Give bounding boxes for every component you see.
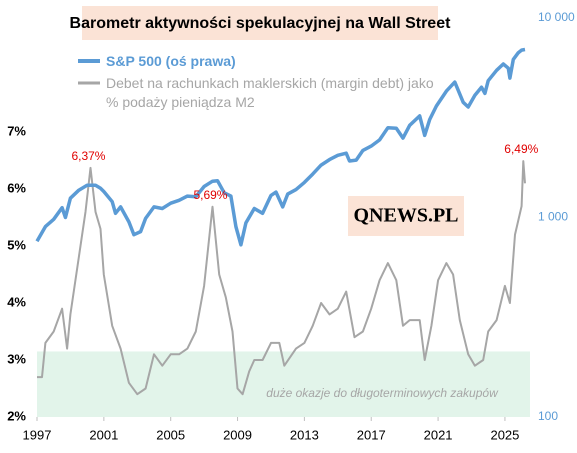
x-tick-label: 2017 [357, 427, 386, 442]
band-label: duże okazje do długoterminowych zakupów [266, 386, 499, 400]
y-tick-label: 3% [7, 351, 26, 366]
watermark: QNEWS.PL [353, 205, 458, 227]
x-tick-label: 2009 [223, 427, 252, 442]
y2-tick-label: 100 [538, 409, 558, 423]
x-tick-label: 2001 [89, 427, 118, 442]
annotation: 6,37% [71, 149, 105, 163]
series-line [35, 47, 526, 247]
legend-label: Debet na rachunkach maklerskich (margin … [106, 75, 434, 110]
annotation: 6,49% [504, 142, 538, 156]
x-tick-label: 1997 [23, 427, 52, 442]
x-tick-label: 2025 [490, 427, 519, 442]
x-tick-label: 2021 [424, 427, 453, 442]
x-tick-label: 2005 [156, 427, 185, 442]
series-line [37, 160, 526, 396]
logo-box [348, 196, 464, 236]
y-tick-label: 5% [7, 237, 26, 252]
legend-label: S&P 500 (oś prawa) [106, 53, 236, 69]
y-tick-label: 2% [7, 408, 26, 423]
y-tick-label: 6% [7, 180, 26, 195]
y2-tick-label: 10 000 [538, 10, 575, 24]
y2-tick-label: 1 000 [538, 210, 568, 224]
x-tick-label: 2013 [290, 427, 319, 442]
y-tick-label: 7% [7, 123, 26, 138]
chart-title: Barometr aktywności spekulacyjnej na Wal… [70, 15, 452, 32]
y-tick-label: 4% [7, 294, 26, 309]
title-box [82, 6, 438, 40]
annotation: 5,69% [193, 188, 227, 202]
